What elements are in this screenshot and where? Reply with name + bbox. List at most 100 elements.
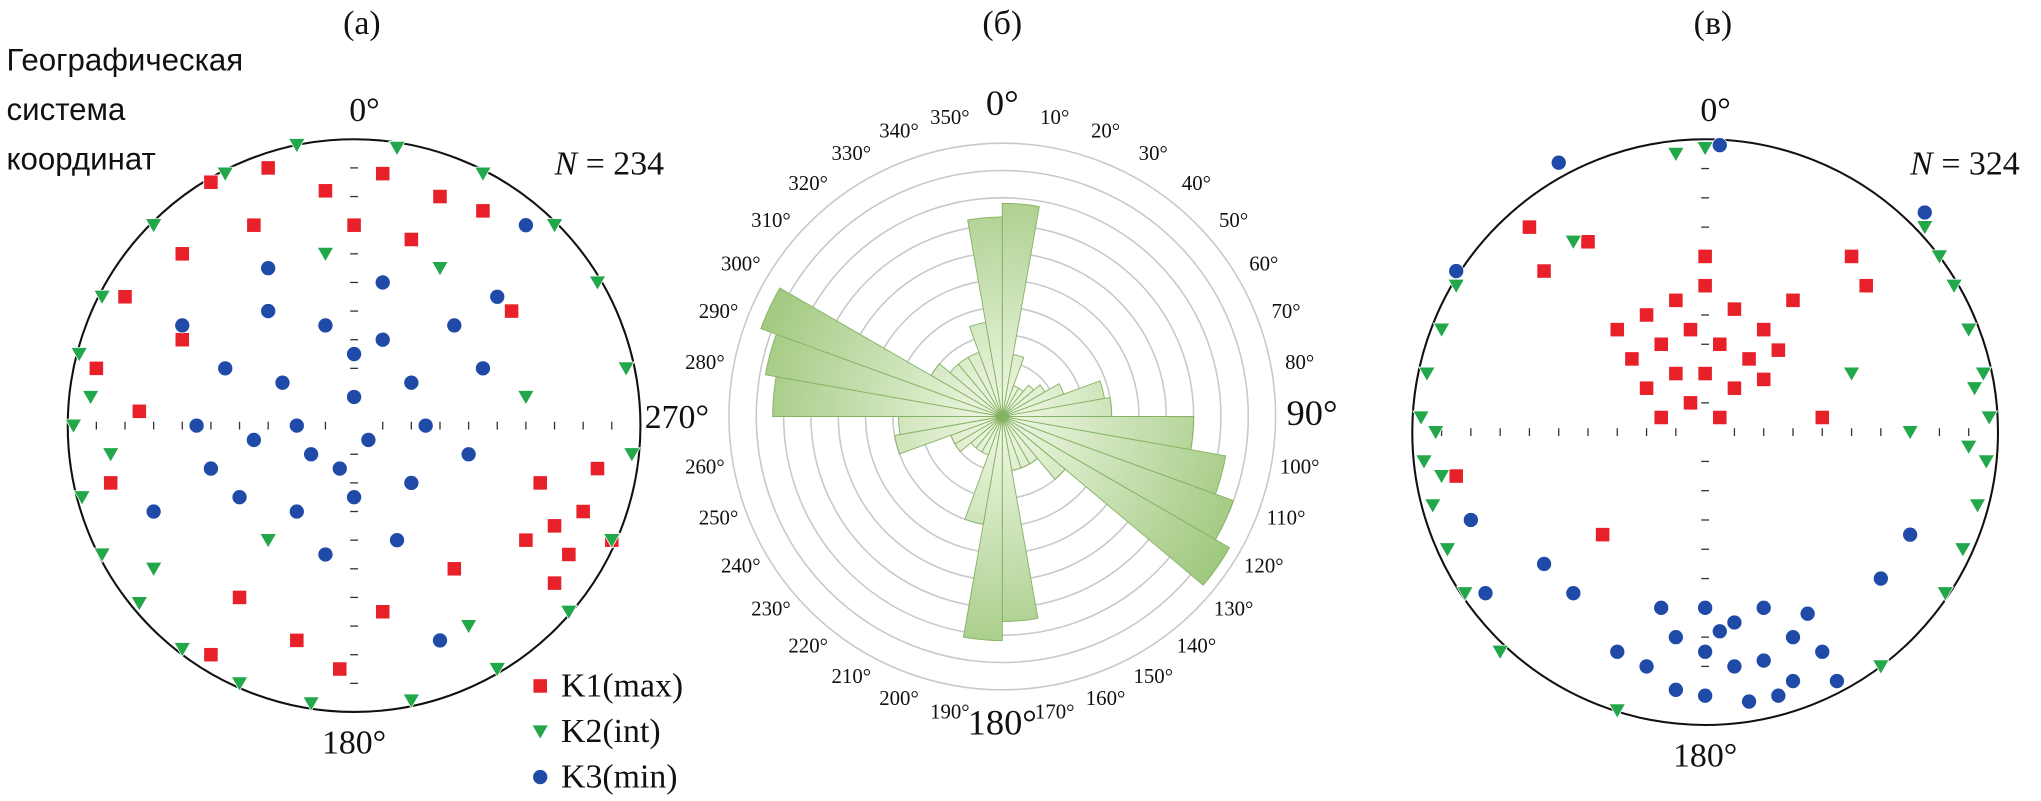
legend-marker bbox=[531, 724, 550, 741]
marker-triangle bbox=[1608, 703, 1627, 719]
legend-label: K1(max) bbox=[561, 667, 683, 704]
marker-square bbox=[1756, 322, 1772, 338]
rose-petal bbox=[930, 363, 1003, 417]
marker-circle bbox=[1741, 693, 1758, 710]
marker-triangle bbox=[545, 218, 564, 234]
marker-square bbox=[1682, 395, 1699, 411]
marker-triangle bbox=[230, 676, 249, 692]
marker-square bbox=[203, 174, 219, 190]
marker-triangle bbox=[1959, 322, 1978, 339]
marker-square bbox=[518, 532, 534, 548]
marker-triangle bbox=[1426, 425, 1445, 441]
marker-square bbox=[174, 246, 190, 262]
marker-triangle bbox=[259, 533, 278, 549]
angle-label: 330° bbox=[832, 141, 872, 165]
legend-label: K3(min) bbox=[561, 758, 677, 795]
marker-circle bbox=[188, 417, 205, 434]
legend-label: K2(int) bbox=[561, 713, 661, 750]
marker-circle bbox=[317, 317, 334, 334]
marker-triangle bbox=[81, 390, 100, 406]
marker-triangle bbox=[287, 138, 306, 154]
marker-circle bbox=[403, 374, 420, 391]
angle-label: 0° bbox=[986, 83, 1019, 123]
marker-square bbox=[1536, 263, 1552, 279]
marker-square bbox=[1697, 278, 1713, 294]
marker-triangle bbox=[1968, 498, 1987, 514]
direction-label: 0° bbox=[1700, 92, 1730, 129]
marker-circle bbox=[1550, 154, 1567, 171]
marker-circle bbox=[1638, 658, 1655, 675]
angle-label: 150° bbox=[1133, 664, 1173, 688]
marker-square bbox=[1858, 278, 1874, 294]
marker-square bbox=[1653, 336, 1669, 352]
marker-circle bbox=[374, 331, 391, 348]
marker-triangle bbox=[144, 561, 163, 578]
angle-label: 250° bbox=[699, 506, 739, 530]
panel-title: (в) bbox=[1694, 5, 1733, 42]
marker-triangle bbox=[1953, 542, 1972, 558]
marker-triangle bbox=[73, 490, 91, 506]
angle-label: 20° bbox=[1091, 119, 1120, 143]
marker-square bbox=[575, 503, 591, 520]
angle-label: 280° bbox=[685, 350, 725, 374]
angle-label: 310° bbox=[751, 208, 791, 232]
n-symbol: N bbox=[554, 145, 580, 182]
marker-circle bbox=[517, 217, 534, 234]
marker-triangle bbox=[1432, 469, 1451, 485]
angle-label: 80° bbox=[1285, 350, 1314, 374]
marker-circle bbox=[1755, 652, 1772, 669]
direction-label: 180° bbox=[322, 725, 386, 762]
angle-label: 220° bbox=[788, 634, 828, 658]
marker-triangle bbox=[1696, 141, 1715, 157]
marker-triangle bbox=[1930, 249, 1949, 266]
angle-label: 240° bbox=[721, 553, 761, 577]
angle-label: 90° bbox=[1287, 393, 1338, 433]
marker-circle bbox=[260, 303, 277, 320]
marker-circle bbox=[1477, 585, 1494, 602]
marker-circle bbox=[1872, 570, 1889, 587]
marker-triangle bbox=[1418, 366, 1436, 383]
marker-triangle bbox=[1901, 425, 1920, 441]
marker-circle bbox=[317, 546, 334, 563]
marker-square bbox=[231, 589, 248, 605]
rose-petal bbox=[1001, 416, 1231, 586]
marker-circle bbox=[1726, 614, 1743, 631]
marker-triangle bbox=[1415, 454, 1433, 471]
angle-label: 170° bbox=[1035, 700, 1075, 724]
marker-circle bbox=[346, 389, 363, 405]
angle-label: 260° bbox=[685, 455, 725, 479]
marker-circle bbox=[1653, 599, 1670, 616]
marker-square bbox=[432, 188, 448, 205]
angle-label: 200° bbox=[879, 686, 919, 710]
marker-circle bbox=[1799, 605, 1816, 622]
angle-label: 320° bbox=[788, 171, 828, 195]
angle-label: 130° bbox=[1214, 596, 1254, 620]
marker-square bbox=[346, 217, 362, 233]
angle-label: 60° bbox=[1249, 251, 1278, 275]
angle-label: 100° bbox=[1280, 455, 1320, 479]
marker-square bbox=[332, 661, 348, 677]
angle-label: 30° bbox=[1139, 141, 1168, 165]
marker-square bbox=[174, 332, 190, 348]
marker-triangle bbox=[1438, 542, 1457, 558]
marker-triangle bbox=[1915, 220, 1934, 236]
marker-circle bbox=[1667, 681, 1684, 698]
marker-triangle bbox=[1842, 366, 1861, 383]
angle-label: 190° bbox=[930, 700, 970, 724]
legend-marker bbox=[532, 678, 548, 694]
marker-circle bbox=[217, 360, 234, 377]
marker-square bbox=[546, 575, 563, 591]
marker-circle bbox=[288, 417, 305, 434]
marker-square bbox=[1639, 380, 1655, 396]
marker-circle bbox=[303, 446, 320, 463]
marker-square bbox=[1624, 351, 1640, 367]
marker-triangle bbox=[1965, 381, 1984, 397]
marker-triangle bbox=[1564, 234, 1583, 251]
marker-circle bbox=[1785, 673, 1801, 689]
rose-petal bbox=[1001, 416, 1066, 480]
angle-label: 140° bbox=[1177, 634, 1217, 658]
angle-label: 300° bbox=[721, 251, 761, 275]
marker-triangle bbox=[1936, 586, 1955, 602]
note-line: Географическая bbox=[7, 43, 244, 78]
